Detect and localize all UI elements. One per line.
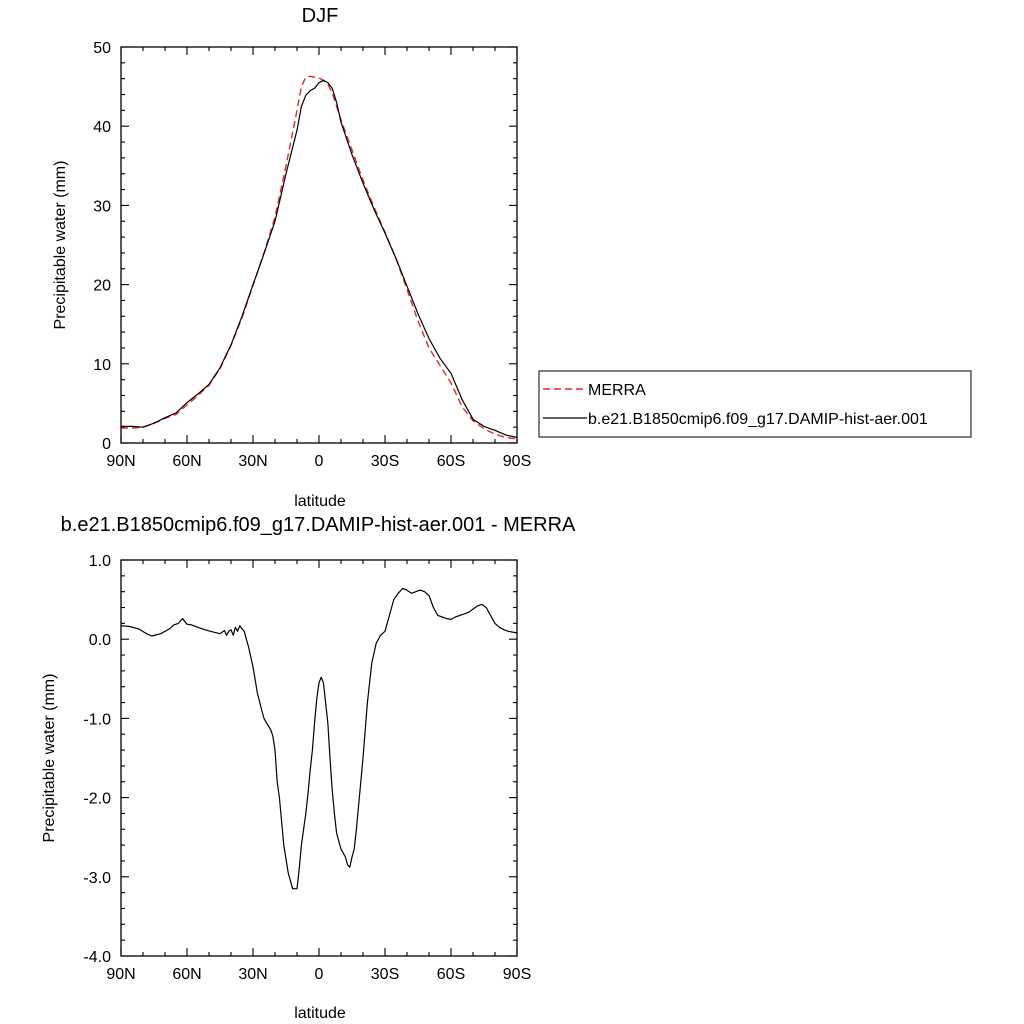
p1-ytick-label: 50: [93, 40, 111, 57]
p2-xtick-label: 90S: [503, 966, 531, 983]
p2-series-line-0: [120, 587, 518, 890]
panel-1-xlabel: latitude: [294, 493, 346, 510]
legend: MERRA b.e21.B1850cmip6.f09_g17.DAMIP-his…: [538, 370, 972, 438]
panel-2-ticks: 90N 60N 30N 0 30S 60S 90S -4.0 -3.0 -2.0 -1.0 0.0 1.…: [83, 553, 531, 983]
p1-ytick-label: 0: [102, 436, 111, 453]
panel-2-lines: [120, 587, 518, 890]
p1-xtick-label: 0: [315, 453, 324, 470]
p2-xtick-label: 0: [315, 966, 324, 983]
panel-1-ylabel: Precipitable water (mm): [52, 161, 69, 330]
panel-2-ylabel: Precipitable water (mm): [41, 674, 58, 843]
panel-1-frame: [120, 46, 518, 444]
p1-xtick-label: 30S: [371, 453, 399, 470]
p1-series-line-1: [121, 79, 518, 439]
p1-xtick-label: 30N: [238, 453, 267, 470]
p2-ytick-label: -3.0: [83, 870, 111, 887]
p2-xtick-label: 60N: [172, 966, 201, 983]
p2-ytick-label: -4.0: [83, 949, 111, 966]
panel-2-frame: [120, 559, 518, 957]
p1-xtick-label: 90S: [503, 453, 531, 470]
p2-ytick-label: -1.0: [83, 711, 111, 728]
p1-xtick-label: 60S: [437, 453, 465, 470]
panel-1-lines: [121, 75, 518, 440]
legend-label-model: b.e21.B1850cmip6.f09_g17.DAMIP-hist-aer.…: [588, 411, 928, 428]
p2-xtick-label: 30N: [238, 966, 267, 983]
p1-ytick-label: 10: [93, 357, 111, 374]
p2-xtick-label: 60S: [437, 966, 465, 983]
legend-label-merra: MERRA: [588, 382, 646, 399]
p2-xtick-label: 30S: [371, 966, 399, 983]
panel-1-title: DJF: [302, 5, 339, 27]
p2-ytick-label: -2.0: [83, 791, 111, 808]
p1-series-line-0: [121, 75, 518, 440]
p1-ytick-label: 40: [93, 119, 111, 136]
panel-2: b.e21.B1850cmip6.f09_g17.DAMIP-hist-aer.…: [41, 514, 576, 1022]
p2-ytick-label: 1.0: [89, 553, 111, 570]
p1-ytick-label: 30: [93, 198, 111, 215]
panel-2-title: b.e21.B1850cmip6.f09_g17.DAMIP-hist-aer.…: [61, 514, 576, 536]
panel-1-ticks: 90N 60N 30N 0 30S 60S 90S 0 10 20 30 40 50: [93, 40, 531, 470]
p2-xtick-label: 90N: [106, 966, 135, 983]
p1-xtick-label: 90N: [106, 453, 135, 470]
p2-ytick-label: 0.0: [89, 632, 111, 649]
p1-xtick-label: 60N: [172, 453, 201, 470]
panel-1: DJF Precipitable water (mm) latitude 90N…: [52, 5, 972, 510]
legend-box: [538, 370, 972, 438]
p1-ytick-label: 20: [93, 278, 111, 295]
panel-2-xlabel: latitude: [294, 1005, 346, 1022]
